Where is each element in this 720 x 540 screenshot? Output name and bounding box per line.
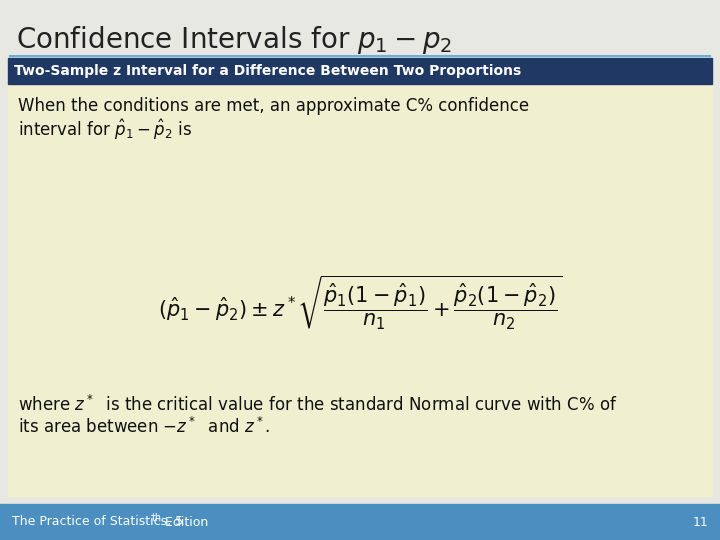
Bar: [0, 504, 720, 540]
Text: th: th: [152, 513, 162, 523]
Text: where $z^*$  is the critical value for the standard Normal curve with C% of: where $z^*$ is the critical value for th…: [18, 395, 618, 415]
Text: Two-Sample z Interval for a Difference Between Two Proportions: Two-Sample z Interval for a Difference B…: [14, 64, 521, 78]
Bar: [8, 84, 712, 496]
Text: Confidence Intervals for $p_1 - p_2$: Confidence Intervals for $p_1 - p_2$: [16, 24, 452, 56]
Text: The Practice of Statistics, 5: The Practice of Statistics, 5: [12, 516, 183, 529]
Text: When the conditions are met, an approximate C% confidence: When the conditions are met, an approxim…: [18, 97, 529, 115]
Text: $(\hat{p}_1 - \hat{p}_2) \pm z^* \sqrt{\dfrac{\hat{p}_1(1-\hat{p}_1)}{n_1} + \df: $(\hat{p}_1 - \hat{p}_2) \pm z^* \sqrt{\…: [158, 273, 562, 331]
Text: interval for $\hat{p}_1 - \hat{p}_2$ is: interval for $\hat{p}_1 - \hat{p}_2$ is: [18, 118, 192, 143]
Bar: [8, 58, 712, 84]
Text: its area between $-z^*$  and $z^*$.: its area between $-z^*$ and $z^*$.: [18, 417, 270, 437]
Text: Edition: Edition: [161, 516, 208, 529]
Text: 11: 11: [692, 516, 708, 529]
